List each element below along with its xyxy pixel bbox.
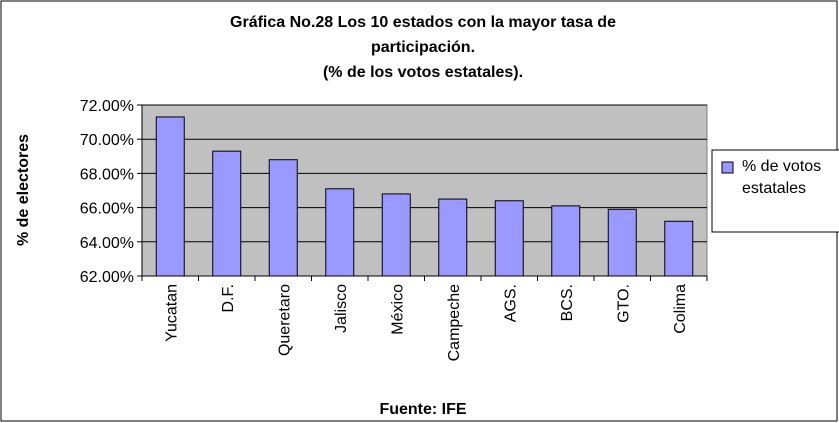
x-tick-label: D.F. — [220, 284, 237, 312]
bar — [438, 198, 468, 277]
y-tick-label: 70.00% — [80, 132, 134, 149]
x-tick-label: Jalisco — [333, 284, 350, 333]
y-tick-label: 66.00% — [80, 201, 134, 218]
y-axis-title: % de electores — [15, 134, 32, 246]
x-axis-title: Fuente: IFE — [379, 401, 466, 418]
x-tick-label: BCS. — [559, 284, 576, 321]
x-tick-label: Queretaro — [276, 284, 293, 356]
x-tick-label: GTO. — [615, 284, 632, 323]
bar — [607, 208, 637, 277]
bar — [325, 188, 355, 277]
chart-title: Gráfica No.28 Los 10 estados con la mayo… — [230, 14, 616, 31]
bar — [664, 220, 694, 277]
chart-title: (% de los votos estatales). — [323, 64, 523, 81]
bar — [155, 116, 185, 277]
legend-label: % de votos estatales — [742, 158, 822, 197]
x-tick-label: Yucatan — [163, 284, 180, 342]
bar — [551, 205, 581, 277]
y-tick-label: 72.00% — [80, 98, 134, 115]
x-tick-label: México — [389, 284, 406, 335]
y-tick-label: 62.00% — [80, 269, 134, 286]
legend-swatch — [721, 161, 734, 174]
x-tick-label: Colima — [672, 284, 689, 334]
chart-title: participación. — [371, 39, 475, 56]
x-tick-label: AGS. — [502, 284, 519, 322]
bar — [212, 150, 242, 277]
y-tick-label: 68.00% — [80, 166, 134, 183]
bar — [381, 193, 411, 277]
bar — [494, 200, 524, 277]
y-tick-label: 64.00% — [80, 235, 134, 252]
bar — [268, 159, 298, 277]
x-tick-label: Campeche — [446, 284, 463, 361]
